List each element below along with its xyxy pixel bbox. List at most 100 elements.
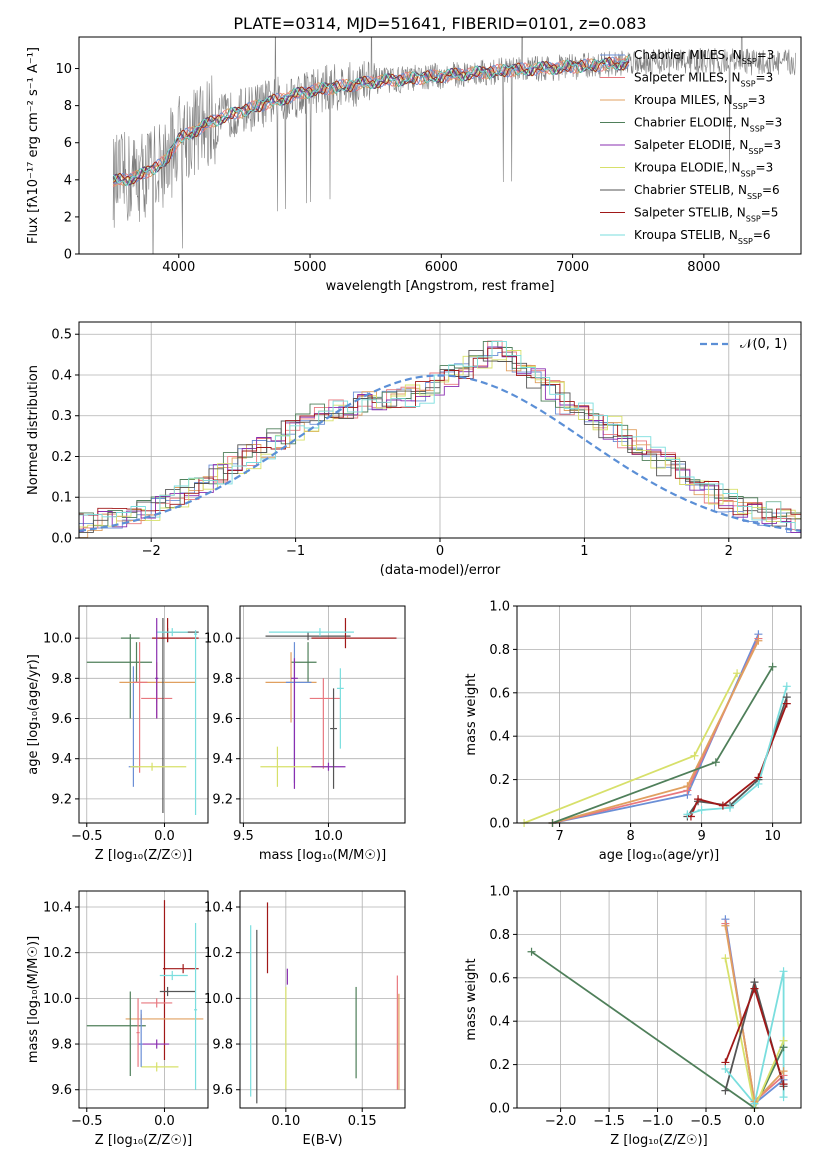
x-axis-label: Z [log₁₀(Z/Z☉)]: [95, 1133, 192, 1148]
y-tick-label-2: 0.4: [489, 1015, 510, 1030]
series-line-0: [530, 951, 785, 1108]
normal-curve-line: [79, 374, 801, 532]
axes-frame: [78, 605, 209, 824]
figure-title: PLATE=0314, MJD=51641, FIBERID=0101, z=0…: [233, 14, 646, 33]
axes-frame: [78, 890, 209, 1109]
axes-frame: [239, 605, 406, 824]
panel-age-vs-Z: −0.5 0.0 9.2 9.4 9.6 9.8 10.0 Z [log₁₀(Z/Z☉)] ag…: [26, 605, 209, 863]
y-tick-label-3: 9.8: [51, 672, 72, 687]
y-tick-label-1: 0.2: [489, 773, 510, 788]
series-marker-7-3: [779, 1093, 788, 1102]
y-tick-label-1: 9.4: [51, 752, 72, 767]
x-tick-label-0: 9.5: [233, 829, 254, 844]
panel-age-vs-mass: 9.5 10.0 9.2 9.4 9.6 9.8 10.0 mass [log₁₀(M/M☉)…: [204, 605, 406, 863]
x-tick-label-1: −1.5: [593, 1114, 625, 1129]
series-line-7: [724, 971, 785, 1106]
panel-weight-vs-Z: −2.0 −1.5 −1.0 −0.5 0.0 0.0 0.2 0.4 0.6 0.8 1.0 Z […: [464, 885, 802, 1148]
series-marker-2-1: [683, 782, 692, 791]
legend-label-normal: 𝒩(0, 1): [740, 337, 787, 352]
panel-spectrum: Chabrier MILES, NSSP=3 Salpeter MILES, NS…: [26, 36, 802, 294]
legend-label-4: Salpeter ELODIE, NSSP=3: [634, 138, 781, 156]
x-tick-label-0: −0.5: [71, 829, 103, 844]
y-axis-label: mass weight: [464, 673, 479, 755]
y-tick-label-2: 9.6: [51, 712, 72, 727]
y-tick-label-4: 10.4: [43, 900, 72, 915]
y-tick-label-4: 0.8: [489, 643, 510, 658]
y-tick-label-5: 0.5: [51, 328, 72, 343]
series-marker-6-4: [782, 699, 791, 708]
x-tick-label-2: 6000: [425, 260, 458, 275]
series-marker-4-2: [733, 669, 742, 678]
y-tick-label-4: 10.0: [43, 632, 72, 647]
x-tick-label-4: 2: [725, 544, 733, 559]
y-tick-label-0: 9.2: [51, 792, 72, 807]
y-tick-label-1: 2: [64, 210, 72, 225]
series-marker-7-0: [721, 1064, 730, 1073]
y-tick-label-2: 10.0: [43, 992, 72, 1007]
series-marker-3-2: [768, 662, 777, 671]
legend-label-8: Kroupa STELIB, NSSP=6: [634, 228, 771, 246]
model-spectrum-chab_miles: [112, 56, 630, 184]
y-tick-label-3: 9.8: [212, 672, 233, 687]
plot-area-mass-vs-Z: [86, 900, 204, 1090]
x-tick-label-1: 0.15: [348, 1114, 377, 1129]
x-tick-label-1: 8: [626, 829, 634, 844]
series-marker-6-2: [718, 801, 727, 810]
y-tick-label-2: 0.4: [489, 730, 510, 745]
y-axis-label: age [log₁₀(age/yr)]: [26, 654, 41, 775]
series-marker-6-1: [694, 795, 703, 804]
plot-area-residuals: [79, 340, 801, 538]
plot-area-mass-vs-EBV: [250, 902, 400, 1104]
series-marker-7-1: [697, 805, 706, 814]
x-tick-label-3: 10: [764, 829, 781, 844]
series-marker-4-1: [690, 751, 699, 760]
series-marker-0-0: [527, 947, 536, 956]
x-tick-label-0: −2: [142, 544, 161, 559]
legend-label-1: Salpeter MILES, NSSP=3: [634, 71, 773, 89]
x-tick-label-1: 0.0: [154, 829, 175, 844]
y-axis-label: mass [log₁₀(M/M☉)]: [26, 936, 41, 1063]
x-axis-label: mass [log₁₀(M/M☉)]: [259, 848, 386, 863]
legend-label-2: Kroupa MILES, NSSP=3: [634, 93, 765, 111]
plot-area-spectrum: [112, 37, 796, 254]
x-tick-label-4: 8000: [687, 260, 720, 275]
series-marker-6-1: [750, 984, 759, 993]
y-tick-label-3: 0.3: [51, 409, 72, 424]
series-marker-7-1: [750, 1099, 759, 1108]
series-marker-7-2: [726, 803, 734, 812]
series-marker-3-2: [779, 1067, 788, 1076]
y-tick-label-5: 1.0: [489, 885, 510, 900]
y-tick-label-0: 0.0: [51, 532, 72, 547]
observed-spectrum-line: [112, 37, 796, 254]
residual-legend: 𝒩(0, 1): [700, 337, 787, 352]
x-axis-label: E(B-V): [302, 1133, 342, 1148]
series-marker-7-2: [779, 967, 788, 976]
series-marker-7-3: [754, 779, 763, 788]
x-tick-label-2: −1.0: [642, 1114, 674, 1129]
legend-label-6: Chabrier STELIB, NSSP=6: [634, 183, 780, 201]
series-marker-7-0: [683, 810, 692, 819]
y-tick-label-1: 9.8: [212, 1038, 233, 1053]
x-tick-label-0: 7: [555, 829, 563, 844]
series-marker-7-4: [782, 682, 791, 691]
y-tick-label-2: 10.0: [204, 992, 233, 1007]
x-tick-label-2: 9: [697, 829, 705, 844]
y-tick-label-0: 0.0: [489, 817, 510, 832]
y-axis-label: Normed distribution: [26, 365, 41, 495]
x-tick-label-1: 0.0: [154, 1114, 175, 1129]
y-tick-label-2: 0.2: [51, 450, 72, 465]
y-tick-label-1: 0.1: [51, 491, 72, 506]
y-tick-label-1: 9.8: [51, 1038, 72, 1053]
x-tick-label-1: 10.0: [314, 829, 343, 844]
x-tick-label-0: 0.10: [271, 1114, 300, 1129]
x-axis-label: Z [log₁₀(Z/Z☉)]: [95, 848, 192, 863]
y-axis-label: mass weight: [464, 958, 479, 1040]
y-tick-label-2: 4: [64, 173, 72, 188]
axes-frame: [78, 36, 802, 255]
legend-label-5: Kroupa ELODIE, NSSP=3: [634, 161, 773, 179]
series-line-4: [724, 958, 785, 1108]
x-tick-label-1: −1: [286, 544, 305, 559]
series-marker-5-0: [721, 1086, 730, 1095]
x-tick-label-0: 4000: [162, 260, 195, 275]
y-tick-label-1: 0.2: [489, 1058, 510, 1073]
